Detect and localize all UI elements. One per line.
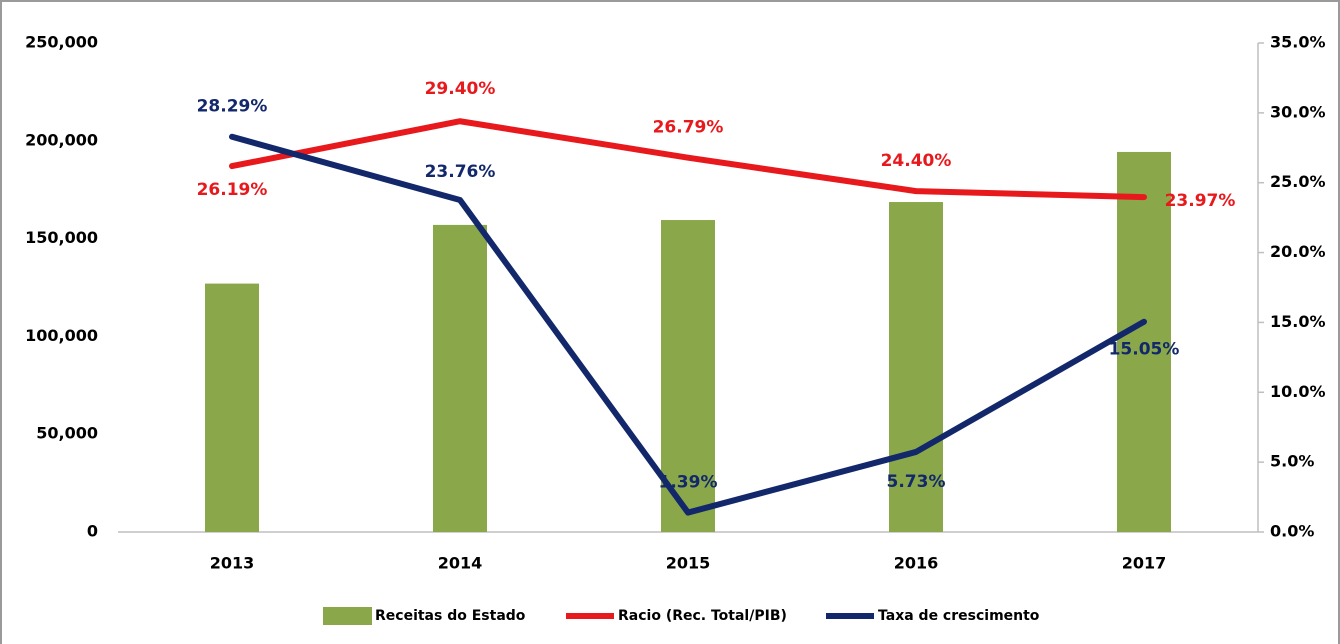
data-label: 28.29%: [197, 97, 268, 117]
y-tick-label: 150,000: [25, 228, 98, 247]
x-tick-label: 2014: [438, 554, 483, 573]
y-tick-label: 100,000: [25, 326, 98, 345]
data-label: 26.79%: [653, 118, 724, 138]
y2-tick-label: 15.0%: [1270, 312, 1326, 331]
legend-label: Receitas do Estado: [375, 608, 526, 624]
data-label: 1.39%: [659, 473, 718, 493]
data-label: 23.76%: [425, 162, 496, 182]
bar: [889, 202, 943, 532]
y2-tick-label: 30.0%: [1270, 102, 1326, 121]
y-tick-label: 0: [87, 522, 98, 541]
bar: [205, 283, 259, 532]
y2-tick-label: 25.0%: [1270, 172, 1326, 191]
data-label: 29.40%: [425, 79, 496, 99]
x-tick-label: 2017: [1122, 554, 1167, 573]
data-label: 24.40%: [881, 151, 952, 171]
y2-tick-label: 35.0%: [1270, 33, 1326, 52]
x-tick-label: 2015: [666, 554, 711, 573]
x-tick-label: 2013: [210, 554, 255, 573]
x-tick-label: 2016: [894, 554, 939, 573]
legend-label: Racio (Rec. Total/PIB): [618, 608, 787, 624]
data-label: 5.73%: [887, 472, 946, 492]
y-tick-label: 200,000: [25, 130, 98, 149]
line: [229, 133, 1147, 516]
bar: [433, 224, 487, 532]
y-tick-label: 250,000: [25, 33, 98, 52]
bar: [661, 220, 715, 532]
legend-swatch: [323, 607, 372, 625]
y-tick-label: 50,000: [36, 424, 98, 443]
y2-tick-label: 10.0%: [1270, 382, 1326, 401]
data-label: 15.05%: [1109, 340, 1180, 360]
y2-tick-label: 20.0%: [1270, 242, 1326, 261]
y2-tick-label: 0.0%: [1270, 522, 1314, 541]
bar: [1117, 151, 1171, 532]
data-label: 26.19%: [197, 180, 268, 200]
legend-label: Taxa de crescimento: [878, 608, 1040, 624]
line: [229, 118, 1147, 201]
y2-tick-label: 5.0%: [1270, 452, 1314, 471]
data-label: 23.97%: [1165, 191, 1236, 211]
